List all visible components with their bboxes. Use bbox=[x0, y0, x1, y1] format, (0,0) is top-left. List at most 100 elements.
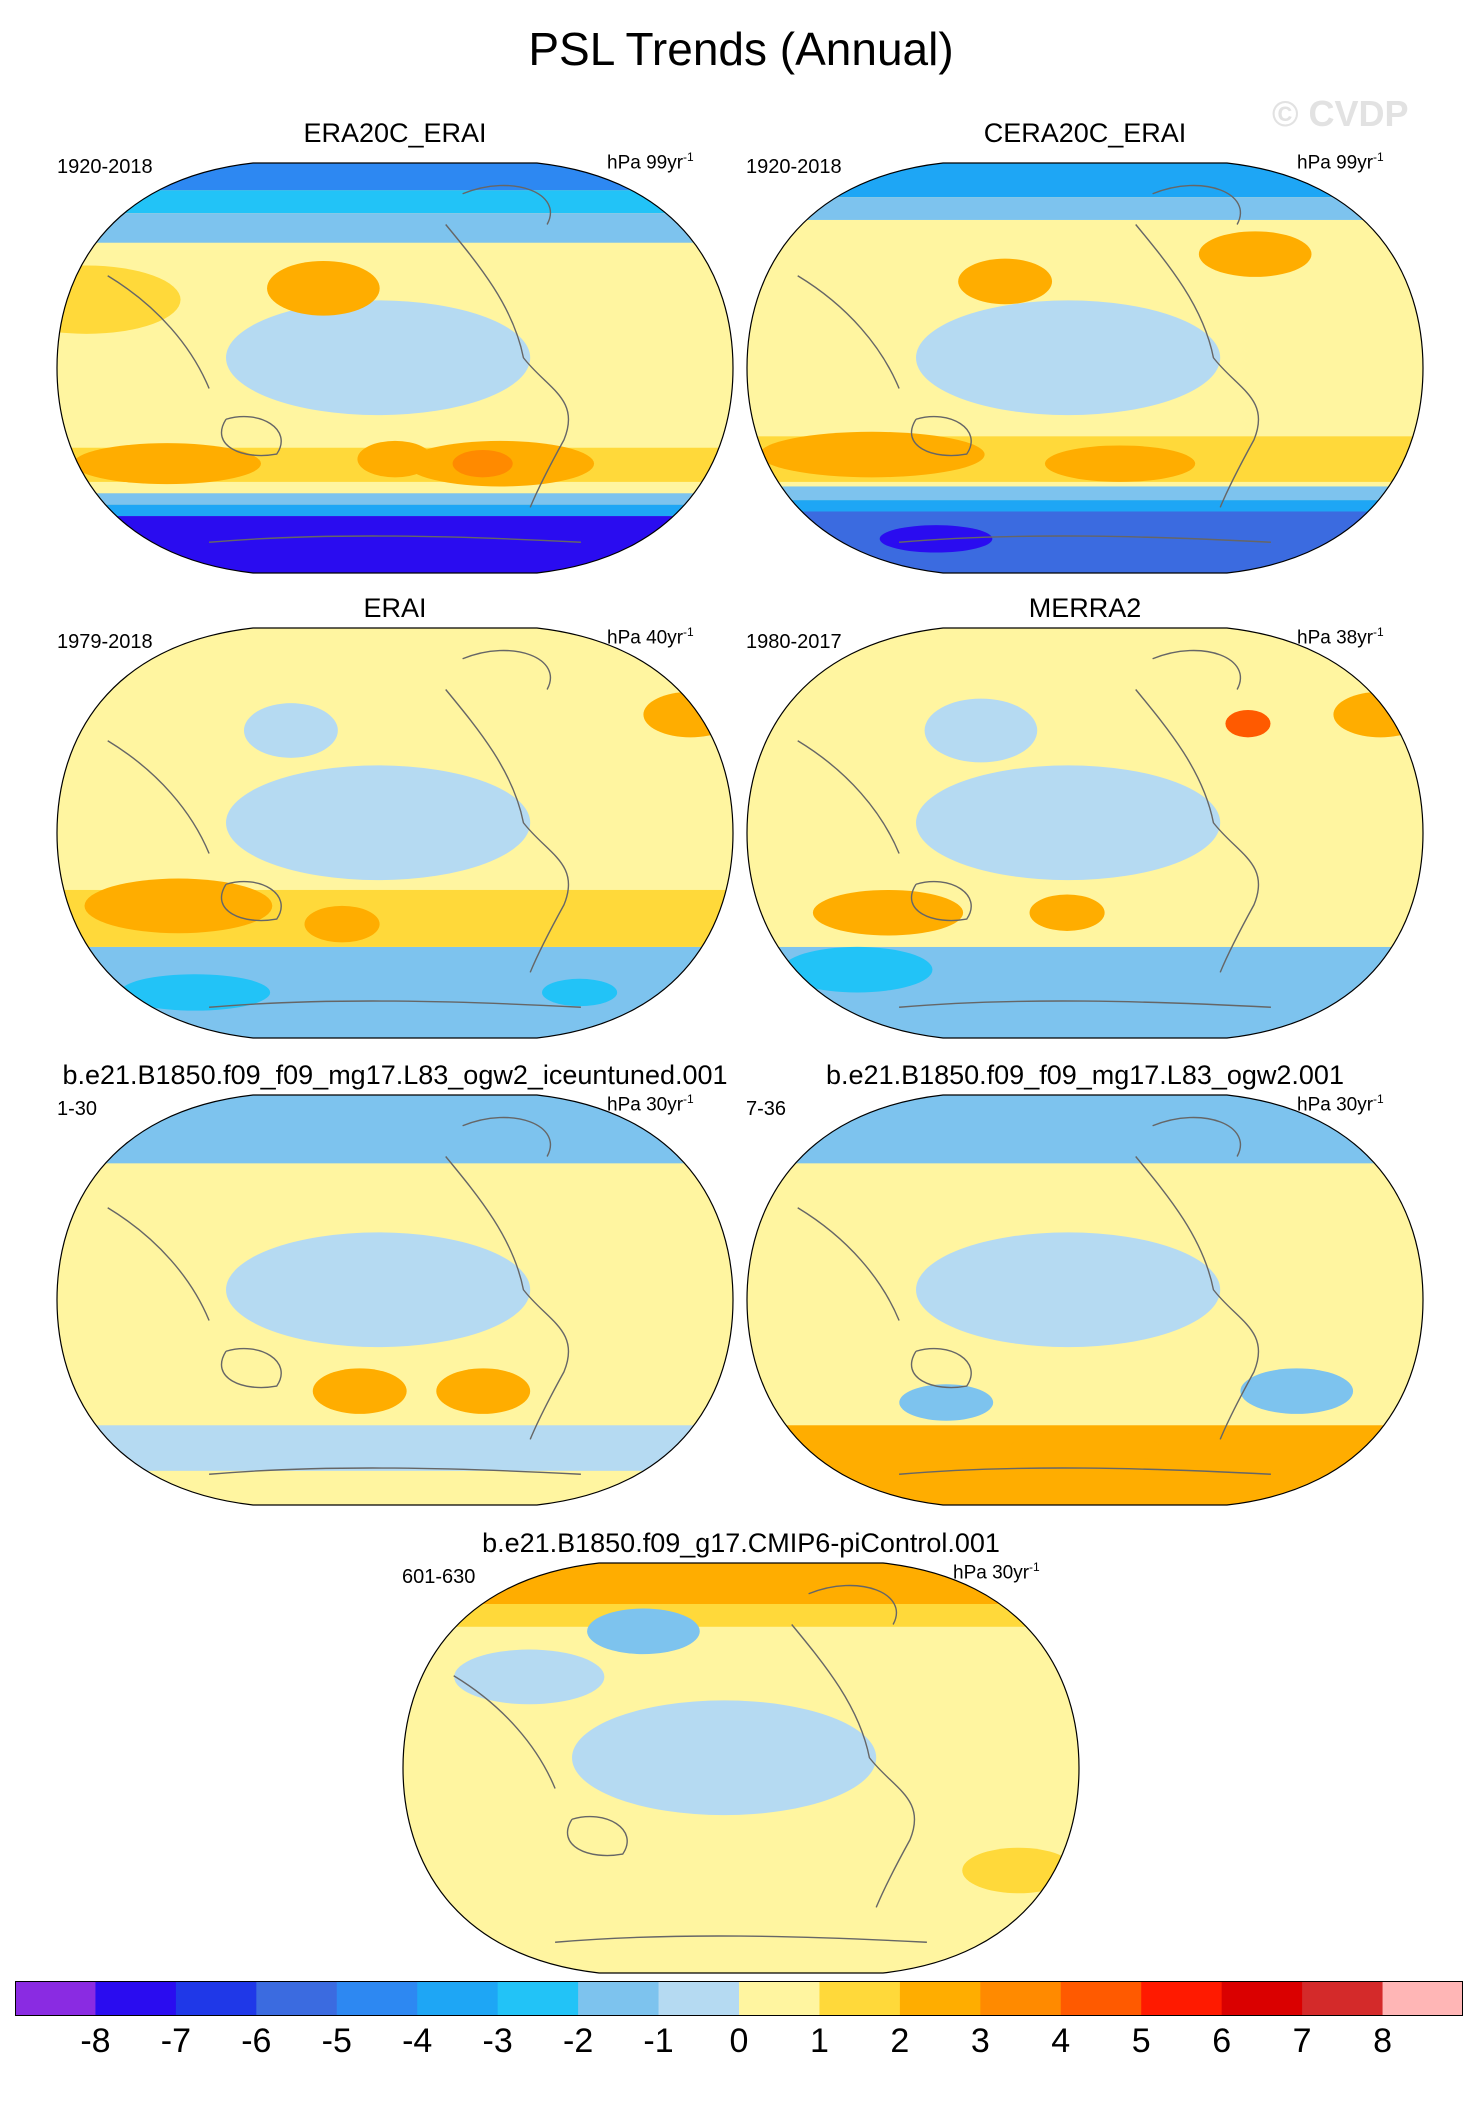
coastline bbox=[1135, 689, 1260, 973]
field-feature bbox=[747, 486, 1423, 501]
field-feature bbox=[899, 1384, 994, 1421]
coastline bbox=[791, 1624, 916, 1908]
field-feature bbox=[747, 197, 1423, 220]
field-feature bbox=[57, 190, 733, 214]
field-feature bbox=[587, 1608, 700, 1655]
coastline bbox=[462, 184, 552, 225]
panel-units-merra2: hPa 38yr-1 bbox=[1297, 625, 1384, 649]
field-feature bbox=[57, 493, 733, 505]
coastline bbox=[1135, 224, 1260, 508]
panel-period-ogw2: 7-36 bbox=[746, 1098, 787, 1120]
colorbar-tick-label: 7 bbox=[1292, 2022, 1312, 2060]
field-feature bbox=[312, 1368, 407, 1414]
coastline bbox=[910, 880, 972, 922]
coastline bbox=[445, 224, 570, 508]
panel-units-erai: hPa 40yr-1 bbox=[607, 625, 694, 649]
field-feature bbox=[782, 946, 933, 993]
panel-units-iceuntuned: hPa 30yr-1 bbox=[607, 1092, 694, 1116]
field-feature bbox=[1225, 710, 1271, 738]
field-feature bbox=[643, 691, 733, 738]
colorbar-segment bbox=[175, 1981, 257, 2016]
coastline bbox=[462, 649, 552, 690]
field-feature bbox=[1198, 231, 1312, 277]
coastline bbox=[899, 1000, 1271, 1008]
map-merra2 bbox=[746, 627, 1424, 1039]
panel-units-cera20c-erai: hPa 99yr-1 bbox=[1297, 150, 1384, 174]
map-ogw2 bbox=[746, 1094, 1424, 1506]
field-feature bbox=[267, 260, 380, 316]
colorbar-segment bbox=[1141, 1981, 1223, 2016]
field-feature bbox=[1044, 445, 1196, 482]
coastline bbox=[1152, 649, 1242, 690]
field-feature bbox=[759, 431, 985, 478]
coastline bbox=[220, 1347, 282, 1389]
field-feature bbox=[1009, 1429, 1161, 1467]
field-feature bbox=[57, 504, 733, 517]
field-feature bbox=[57, 1208, 196, 1278]
coastline bbox=[1152, 1116, 1242, 1157]
colorbar-segment bbox=[819, 1981, 901, 2016]
field-feature bbox=[958, 258, 1053, 305]
coastline bbox=[1152, 184, 1242, 225]
field-feature bbox=[73, 443, 261, 485]
field-region bbox=[226, 765, 531, 881]
coastline bbox=[462, 1116, 552, 1157]
field-feature bbox=[962, 1847, 1075, 1894]
field-region bbox=[916, 300, 1221, 416]
panel-title-picontrol: b.e21.B1850.f09_g17.CMIP6-piControl.001 bbox=[482, 1528, 1000, 1558]
colorbar-tick-label: 6 bbox=[1212, 2022, 1232, 2060]
colorbar-tick-label: -6 bbox=[241, 2022, 272, 2060]
field-feature bbox=[57, 213, 733, 243]
coastline bbox=[566, 1815, 628, 1857]
colorbar-segment bbox=[1382, 1981, 1463, 2016]
map-picontrol bbox=[402, 1562, 1080, 1974]
panel-title-era20c-erai: ERA20C_ERAI bbox=[303, 118, 487, 148]
field-feature bbox=[924, 698, 1038, 763]
coastline bbox=[445, 689, 570, 973]
field-feature bbox=[747, 163, 1423, 198]
panel-title-erai: ERAI bbox=[363, 593, 427, 623]
colorbar-segment bbox=[497, 1981, 579, 2016]
colorbar-tick-label: 1 bbox=[809, 2022, 829, 2060]
colorbar-segment bbox=[1221, 1981, 1303, 2016]
map-outline bbox=[56, 1094, 734, 1506]
field-feature bbox=[454, 1649, 605, 1705]
map-outline bbox=[746, 162, 1424, 574]
coastline bbox=[808, 1584, 898, 1625]
coastline bbox=[899, 1467, 1271, 1475]
colorbar-segment bbox=[980, 1981, 1062, 2016]
colorbar-tick-label: 5 bbox=[1131, 2022, 1151, 2060]
coastline bbox=[209, 1467, 581, 1475]
field-feature bbox=[57, 1095, 733, 1164]
colorbar-tick-label: -2 bbox=[562, 2022, 594, 2060]
panel-period-erai: 1979-2018 bbox=[57, 631, 153, 653]
watermark: © CVDP bbox=[1272, 93, 1409, 134]
field-region bbox=[226, 300, 531, 416]
field-feature bbox=[57, 516, 733, 573]
field-feature bbox=[542, 978, 618, 1007]
panel-period-era20c-erai: 1920-2018 bbox=[57, 156, 153, 178]
map-outline bbox=[746, 1094, 1424, 1506]
colorbar-segment bbox=[1302, 1981, 1384, 2016]
coastline bbox=[220, 415, 282, 457]
colorbar-tick-label: -4 bbox=[402, 2022, 433, 2060]
colorbar bbox=[15, 1981, 1463, 2016]
field-feature bbox=[403, 1563, 1079, 1604]
colorbar-tick-label: -1 bbox=[643, 2022, 674, 2060]
field-region bbox=[226, 1232, 531, 1348]
coastline bbox=[209, 535, 581, 543]
panel-title-iceuntuned: b.e21.B1850.f09_f09_mg17.L83_ogw2_iceunt… bbox=[62, 1060, 728, 1090]
field-feature bbox=[57, 163, 733, 191]
coastline bbox=[107, 275, 210, 389]
colorbar-tick-label: -3 bbox=[482, 2022, 513, 2060]
colorbar-segment bbox=[578, 1981, 660, 2016]
colorbar-tick-label: 4 bbox=[1051, 2022, 1071, 2060]
colorbar-segment bbox=[417, 1981, 499, 2016]
coastline bbox=[910, 415, 972, 457]
panel-title-ogw2: b.e21.B1850.f09_f09_mg17.L83_ogw2.001 bbox=[826, 1060, 1344, 1090]
map-iceuntuned bbox=[56, 1094, 734, 1506]
field-region bbox=[916, 1232, 1221, 1348]
field-feature bbox=[403, 1604, 1079, 1627]
field-feature bbox=[1240, 1368, 1354, 1414]
colorbar-tick-label: -8 bbox=[80, 2022, 111, 2060]
